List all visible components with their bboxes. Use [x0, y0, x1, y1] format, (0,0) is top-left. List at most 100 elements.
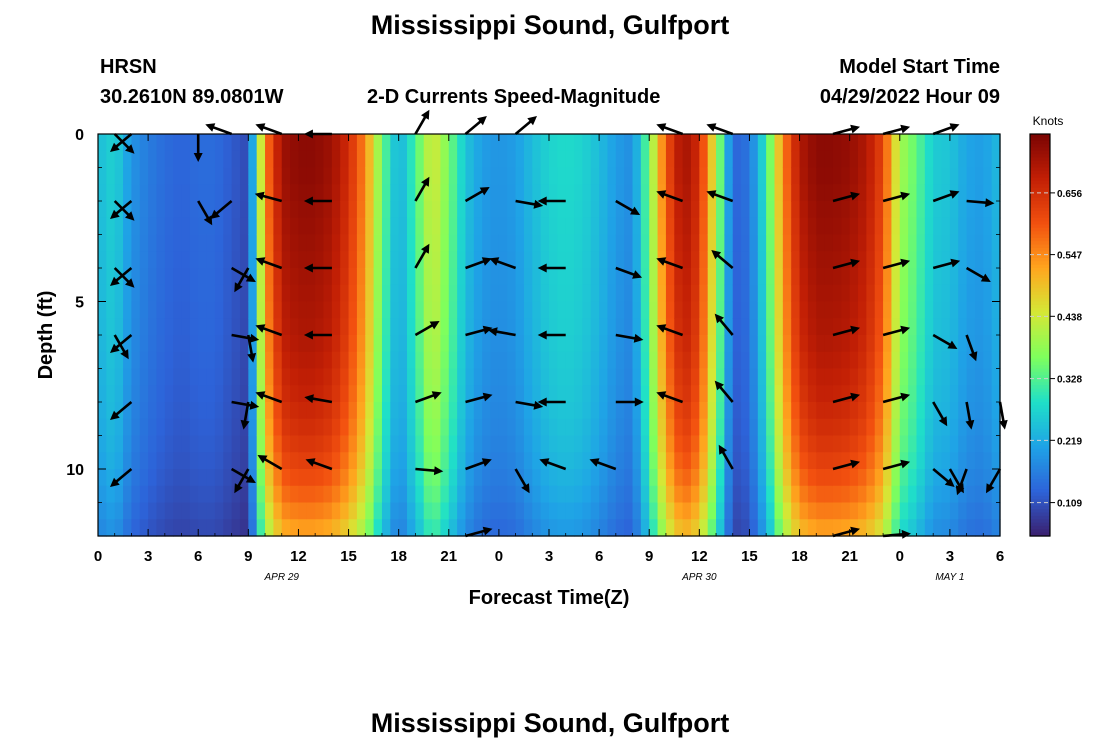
heatmap-cell [206, 167, 216, 185]
heatmap-cell [356, 502, 366, 520]
heatmap-cell [181, 418, 191, 437]
heatmap-cell [540, 351, 550, 370]
heatmap-cell [557, 485, 567, 504]
heatmap-cell [674, 284, 684, 303]
heatmap-cell [707, 452, 717, 470]
heatmap-cell [632, 435, 642, 453]
heatmap-cell [231, 234, 241, 252]
heatmap-cell [315, 385, 325, 403]
colorbar-swatch [1030, 479, 1050, 483]
heatmap-cell [540, 502, 550, 520]
heatmap-cell [732, 335, 742, 353]
heatmap-cell [858, 368, 867, 386]
heatmap-cell [173, 368, 183, 386]
heatmap-cell [782, 134, 792, 152]
heatmap-cell [407, 150, 416, 169]
heatmap-cell [782, 268, 792, 286]
heatmap-cell [507, 134, 517, 152]
heatmap-cell [340, 284, 350, 303]
heatmap-cell [699, 485, 709, 504]
heatmap-cell [540, 184, 550, 202]
heatmap-cell [791, 150, 801, 169]
heatmap-cell [599, 201, 609, 219]
current-arrows [110, 109, 1008, 539]
heatmap-cell [866, 284, 876, 303]
heatmap-cell [523, 519, 533, 537]
x-tick-label: 15 [340, 548, 357, 565]
heatmap-cell [565, 251, 575, 269]
heatmap-cell [958, 452, 968, 470]
colorbar-swatch [1030, 405, 1050, 410]
heatmap-cell [716, 368, 725, 386]
heatmap-cell [123, 335, 133, 353]
heatmap-cell [632, 184, 642, 202]
heatmap-cell [223, 335, 233, 353]
heatmap-cell [816, 435, 826, 453]
heatmap-cell [214, 469, 224, 487]
heatmap-cell [248, 469, 258, 487]
heatmap-cell [549, 234, 558, 252]
heatmap-cell [239, 452, 249, 470]
heatmap-cell [306, 351, 316, 370]
heatmap-cell [624, 452, 634, 470]
heatmap-cell [699, 452, 709, 470]
heatmap-cell [189, 469, 199, 487]
heatmap-cell [398, 368, 408, 386]
heatmap-cell [632, 402, 642, 420]
heatmap-cell [131, 335, 141, 353]
colorbar-swatch [1030, 328, 1050, 333]
heatmap-cell [131, 301, 141, 319]
heatmap-cell [365, 418, 375, 437]
heatmap-cell [807, 201, 817, 219]
heatmap-cell [674, 217, 684, 236]
heatmap-cell [532, 318, 542, 336]
heatmap-cell [599, 268, 609, 286]
heatmap-cell [432, 251, 442, 269]
heatmap-cell [532, 502, 542, 520]
heatmap-cell [749, 502, 759, 520]
heatmap-cell [557, 435, 567, 453]
heatmap-cell [490, 435, 500, 453]
heatmap-cell [265, 368, 274, 386]
heatmap-cell [448, 385, 458, 403]
heatmap-cell [832, 335, 842, 353]
heatmap-cell [231, 150, 241, 169]
heatmap-cell [306, 234, 316, 252]
current-arrow [537, 196, 566, 206]
heatmap-cell [849, 469, 859, 487]
heatmap-cell [632, 519, 642, 537]
heatmap-cell [156, 201, 166, 219]
heatmap-cell [490, 485, 500, 504]
heatmap-cell [732, 234, 742, 252]
heatmap-cell [381, 150, 391, 169]
heatmap-cell [106, 234, 116, 252]
heatmap-cell [766, 368, 776, 386]
heatmap-cell [933, 469, 943, 487]
heatmap-cell [507, 217, 517, 236]
heatmap-cell [716, 184, 725, 202]
heatmap-cell [799, 485, 809, 504]
heatmap-cell [824, 435, 834, 453]
heatmap-cell [273, 201, 283, 219]
heatmap-cell [114, 519, 124, 537]
heatmap-cell [557, 469, 567, 487]
heatmap-cell [866, 251, 876, 269]
heatmap-cell [816, 519, 826, 537]
heatmap-cell [816, 150, 826, 169]
heatmap-cell [657, 301, 667, 319]
colorbar-swatch [1030, 489, 1050, 494]
heatmap-cell [883, 301, 893, 319]
heatmap-cell [590, 217, 600, 236]
heatmap-cell [665, 351, 675, 370]
heatmap-cell [265, 134, 274, 152]
current-arrow [537, 397, 566, 407]
heatmap-cell [649, 435, 659, 453]
heatmap-cell [381, 184, 391, 202]
heatmap-cell [599, 167, 609, 185]
colorbar-swatch [1030, 268, 1050, 272]
heatmap-cell [189, 351, 199, 370]
heatmap-cell [164, 402, 174, 420]
heatmap-cell [315, 452, 325, 470]
heatmap-cell [273, 335, 283, 353]
heatmap-cell [933, 217, 943, 236]
